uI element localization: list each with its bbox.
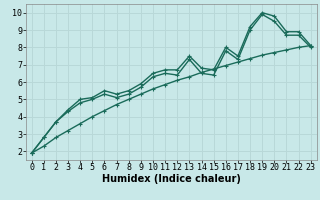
X-axis label: Humidex (Indice chaleur): Humidex (Indice chaleur) xyxy=(102,174,241,184)
